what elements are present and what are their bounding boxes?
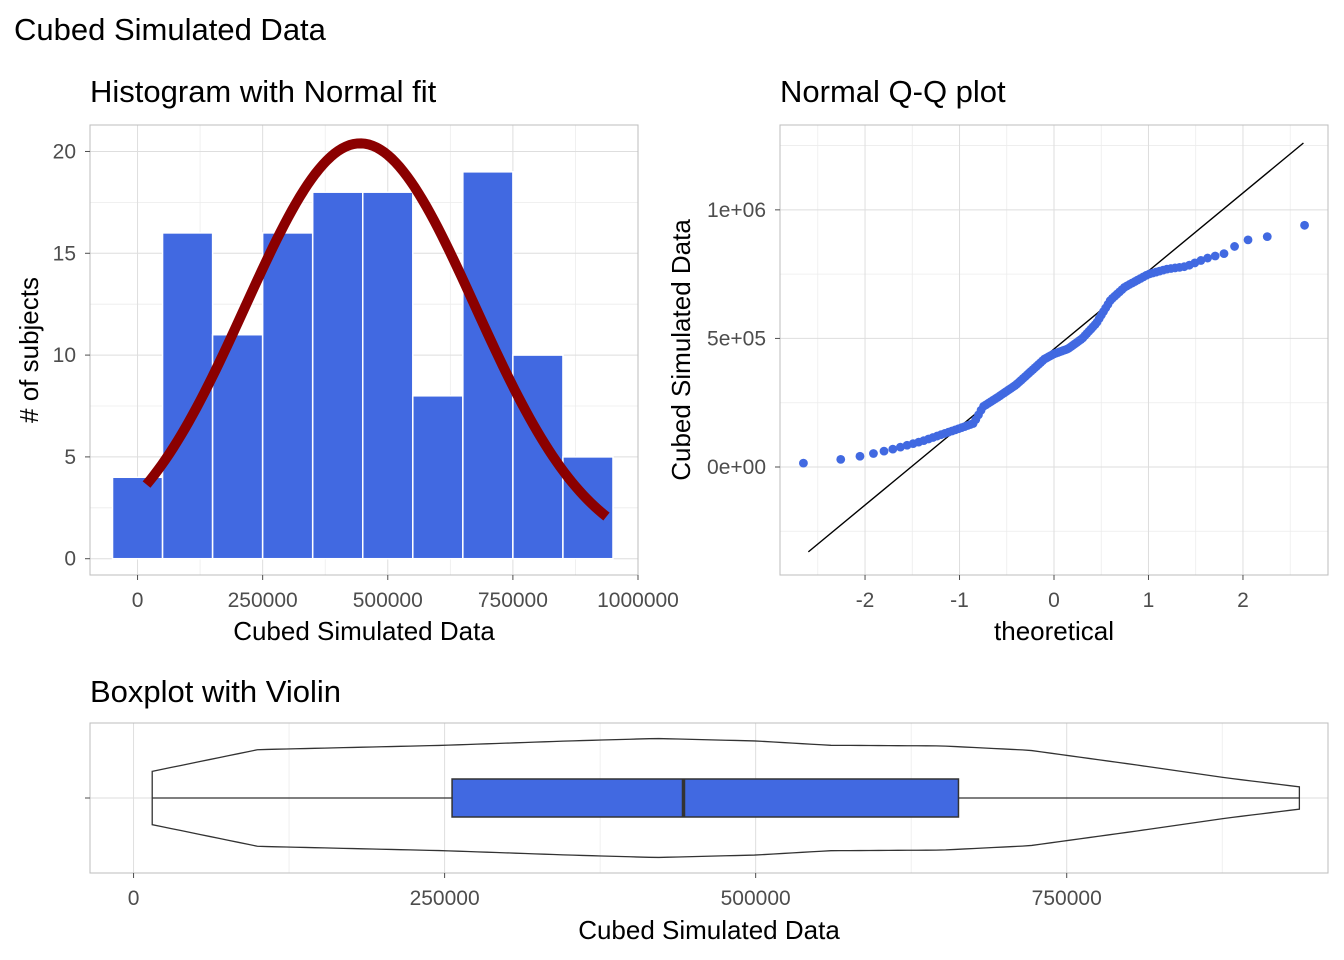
qq-reference-line [807,142,1304,553]
box-iqr [451,778,960,818]
qq-point [855,451,865,461]
qq-y-tick-label: 5e+05 [707,327,766,350]
hist-y-tick-label: 15 [53,242,76,265]
qq-point [1210,251,1220,261]
qq-ticks: -2 -1 0 1 2 0e+00 5e+05 1e+06 [707,199,1249,612]
violin-outline [151,737,1301,859]
qq-x-axis-label: theoretical [994,616,1114,646]
hist-x-tick-label: 500000 [353,589,423,612]
hist-y-tick-label: 20 [53,140,76,163]
qq-x-tick-label: 2 [1237,589,1249,612]
qq-point [836,454,846,464]
qq-point [879,446,889,456]
box-x-tick-label: 250000 [410,887,480,910]
qq-title: Normal Q-Q plot [780,74,1006,109]
qq-point [1262,232,1272,242]
qq-point [1196,256,1206,265]
boxplot-title: Boxplot with Violin [90,674,341,709]
qq-x-tick-label: 0 [1048,589,1060,612]
boxplot-x-axis-label: Cubed Simulated Data [578,915,840,945]
normal-fit-curve [142,138,610,521]
qq-grid [780,125,1328,575]
qq-point [799,458,808,468]
histogram-y-axis-label: # of subjects [14,277,44,423]
qq-point [1219,249,1229,258]
qq-point [888,444,898,454]
hist-x-tick-label: 0 [132,589,144,612]
hist-x-tick-label: 250000 [228,589,298,612]
qq-point [1203,253,1213,263]
hist-y-tick-label: 0 [64,548,76,571]
hist-y-tick-label: 10 [53,344,76,367]
histogram-x-axis-label: Cubed Simulated Data [233,616,495,646]
histogram-bar [311,191,364,560]
qq-panel: Normal Q-Q plot -2 -1 0 1 2 0e+00 5e+05 1e+06 t… [666,74,1329,646]
histogram-ticks: 0 250000 500000 750000 1000000 0 5 10 15 20 [53,140,679,612]
qq-point [895,442,905,452]
figure-title: Cubed Simulated Data [14,12,327,47]
box-x-tick-label: 500000 [721,887,791,910]
histogram-bar [562,456,614,560]
qq-y-axis-label: Cubed Simulated Data [666,219,696,481]
qq-point [1300,220,1309,230]
histogram-bar [361,191,414,560]
qq-x-tick-label: -2 [856,589,875,612]
qq-point [1230,242,1239,251]
box-x-tick-label: 750000 [1032,887,1102,910]
hist-x-tick-label: 1000000 [597,589,679,612]
qq-point [869,449,878,458]
histogram-bars [111,171,614,560]
histogram-bar [111,476,164,560]
histogram-bar [261,232,314,560]
histogram-bar [412,395,464,560]
boxplot-panel: Boxplot with Violin 0 250000 500000 750000 … [85,674,1329,945]
qq-x-tick-label: -1 [950,589,969,612]
qq-points [799,220,1309,468]
hist-y-tick-label: 5 [64,446,76,469]
qq-point [1243,235,1253,245]
qq-y-tick-label: 1e+06 [707,199,766,222]
qq-y-tick-label: 0e+00 [707,456,766,479]
boxplot-ticks: 0 250000 500000 750000 [85,797,1102,910]
qq-x-tick-label: 1 [1143,589,1155,612]
hist-x-tick-label: 750000 [478,589,548,612]
box-x-tick-label: 0 [128,887,140,910]
histogram-title: Histogram with Normal fit [90,74,437,109]
histogram-frame [89,124,639,576]
histogram-panel: Histogram with Normal fit 0 250000 500000 7… [14,74,679,646]
histogram-bar [211,333,264,560]
